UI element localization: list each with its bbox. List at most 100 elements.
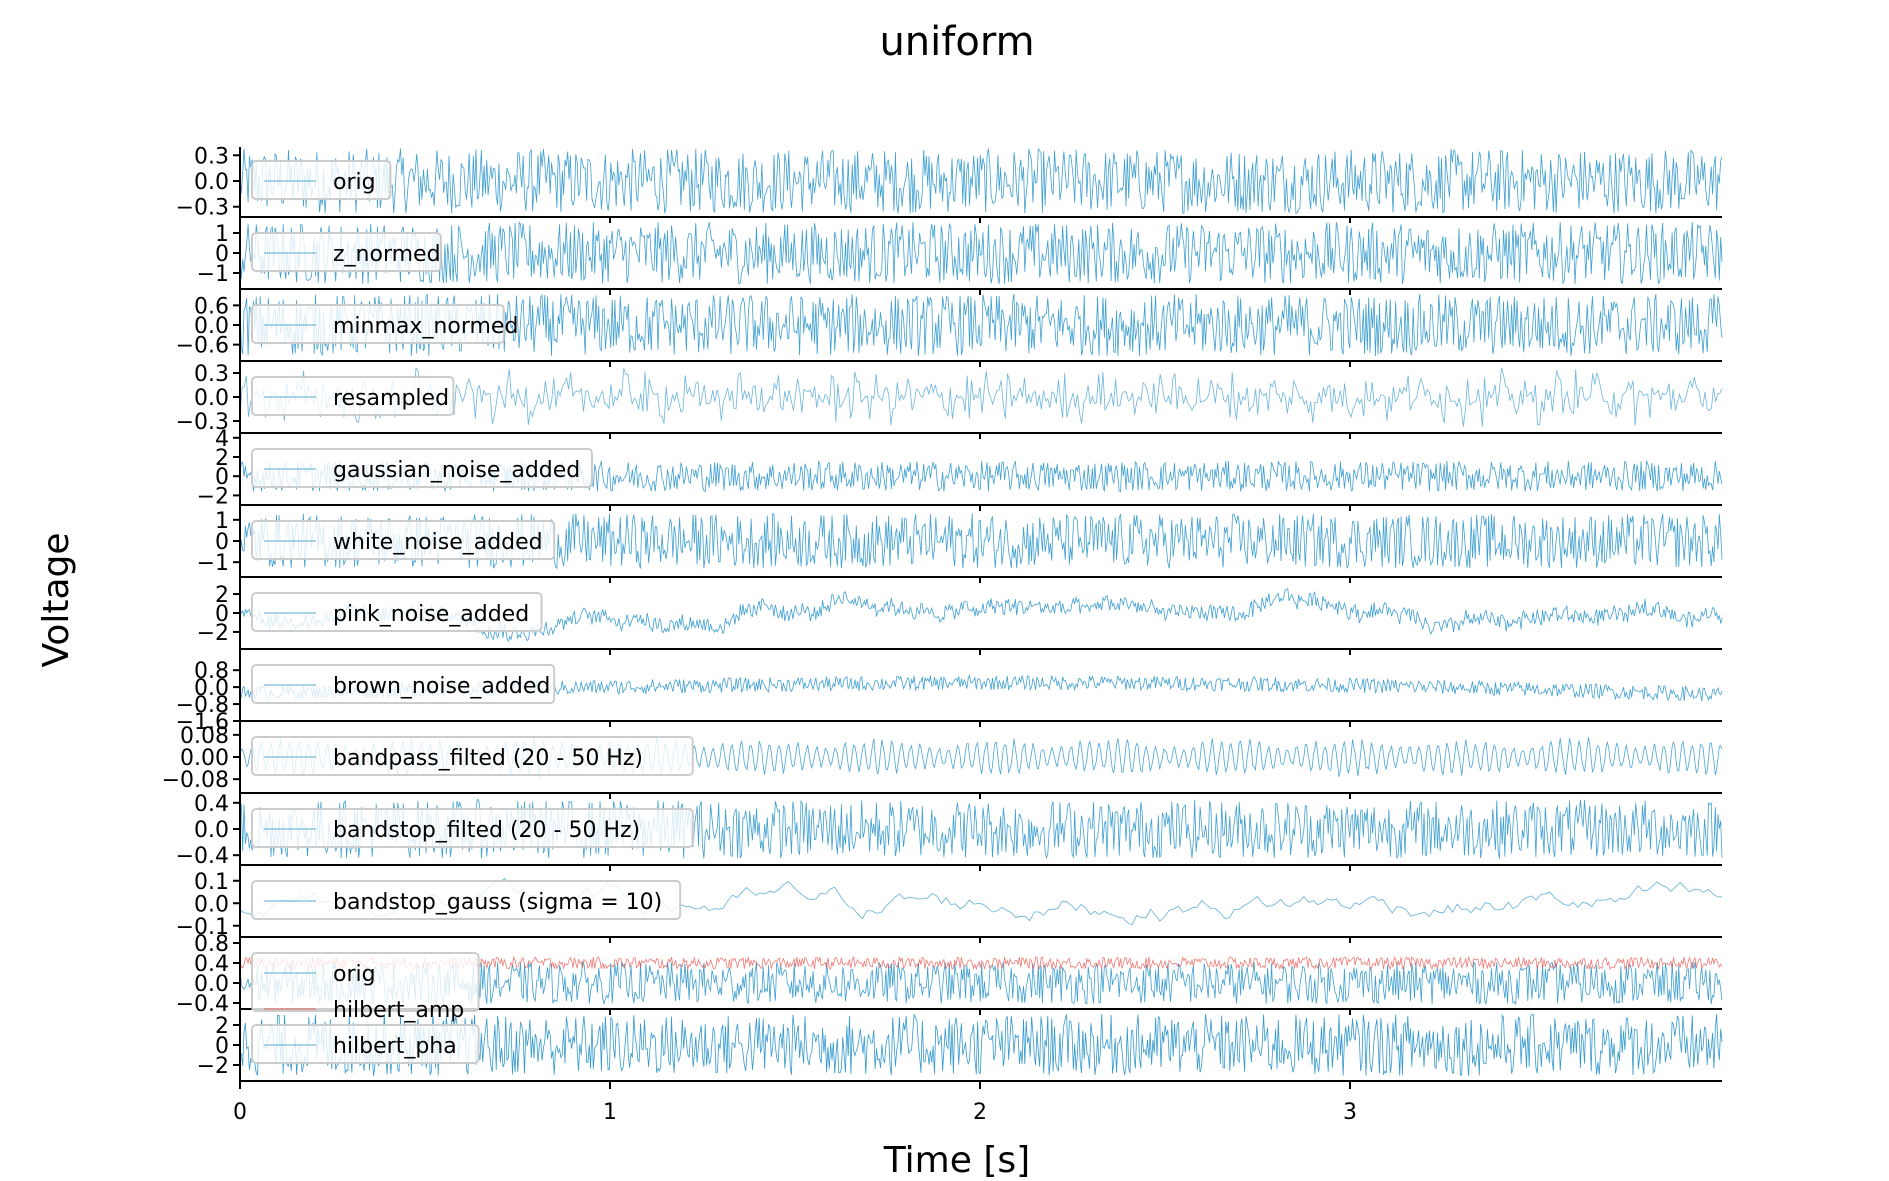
legend-box: [251, 448, 593, 488]
y-tick-label: −0.8: [176, 693, 229, 718]
legend-box: [251, 232, 442, 272]
panel-11: 0.10.0−0.1 bandstop_gauss (sigma = 10): [176, 867, 1723, 943]
y-tick-label: −2: [197, 484, 229, 509]
panel-6: 10−1 white_noise_added: [197, 507, 1723, 583]
y-tick-label: 0.0: [194, 170, 229, 195]
legend-label: z_normed: [333, 242, 441, 267]
y-axis-label: Voltage: [36, 532, 77, 667]
legend-5: gaussian_noise_added: [251, 448, 593, 488]
panel-10: 0.40.0−0.4 bandstop_filted (20 - 50 Hz): [176, 792, 1723, 871]
legend-3: minmax_normed: [251, 304, 518, 344]
y-tick-label: 1: [215, 222, 229, 247]
legend-8: brown_noise_added: [251, 664, 556, 704]
legend-label: orig: [333, 962, 376, 987]
legend-box: [251, 808, 694, 848]
y-tick-label: −0.3: [176, 196, 229, 221]
y-tick-label: −2: [197, 621, 229, 646]
legend-box: [251, 664, 556, 704]
y-tick-label: 0.6: [194, 294, 229, 319]
chart-title: uniform: [879, 19, 1034, 65]
legend-12: orig hilbert_amp: [251, 952, 480, 1023]
y-tick-label: 0.0: [194, 314, 229, 339]
legend-13: hilbert_pha: [251, 1024, 480, 1064]
panel-12: 0.80.40.0−0.4 orig hilbert_amp: [176, 932, 1723, 1023]
y-tick-label: −1: [197, 262, 229, 287]
y-tick-label: 0.0: [194, 818, 229, 843]
y-tick-label: 2: [215, 446, 229, 471]
legend-11: bandstop_gauss (sigma = 10): [251, 880, 682, 920]
x-tick-label: 2: [973, 1100, 987, 1125]
series-line-12-overlay: [239, 955, 1723, 971]
panel-3: 0.60.0−0.6 minmax_normed: [176, 291, 1723, 367]
legend-label: resampled: [333, 386, 449, 411]
series-line-7: [239, 587, 1723, 643]
x-tick-label: 3: [1343, 1100, 1357, 1125]
panel-2: 10−1 z_normed: [197, 219, 1723, 295]
panel-9: 0.080.00−0.08 bandpass_filted (20 - 50 Hz…: [162, 723, 1723, 799]
series-line-10: [239, 799, 1723, 860]
legend-2: z_normed: [251, 232, 442, 272]
series-line-12: [239, 960, 1723, 1006]
y-tick-label: 2: [215, 583, 229, 608]
panel-1: 0.30.0−0.3 orig: [176, 144, 1723, 223]
series-line-2: [239, 221, 1723, 285]
y-tick-label: 0: [215, 1034, 229, 1059]
legend-box: [251, 880, 682, 920]
y-tick-label: 0.1: [194, 870, 229, 895]
y-tick-label: −0.1: [176, 915, 229, 940]
y-tick-label: −0.6: [176, 334, 229, 359]
legend-box: [251, 376, 455, 416]
legend-4: resampled: [251, 376, 455, 416]
y-tick-label: −1.6: [176, 710, 229, 735]
y-tick-label: 2: [215, 1014, 229, 1039]
legend-box: [251, 1024, 480, 1064]
legend-label: bandstop_gauss (sigma = 10): [333, 890, 662, 915]
legend-label: white_noise_added: [333, 530, 543, 555]
y-tick-label: 1: [215, 509, 229, 534]
y-tick-label: 0.4: [194, 952, 229, 977]
legend-label: gaussian_noise_added: [333, 458, 580, 483]
y-tick-label: 0.00: [180, 746, 229, 771]
y-tick-label: 0: [215, 530, 229, 555]
legend-box: [251, 520, 556, 560]
panel-8: 0.80.0−0.8−1.6 brown_noise_added: [176, 651, 1723, 735]
y-tick-label: 0: [215, 242, 229, 267]
series-line-1: [239, 148, 1723, 215]
x-axis-label: Time [s]: [883, 1140, 1030, 1181]
y-tick-label: 0.4: [194, 792, 229, 817]
legend-label: orig: [333, 170, 376, 195]
legend-7: pink_noise_added: [251, 592, 543, 632]
x-axis: 0 1 2 3: [233, 1081, 1357, 1125]
legend-box: [251, 304, 505, 344]
y-tick-label: −0.3: [176, 410, 229, 435]
y-tick-label: 0.0: [194, 676, 229, 701]
y-tick-label: 0.8: [194, 932, 229, 957]
legend-box: [251, 160, 392, 200]
legend-box: [251, 736, 694, 776]
y-tick-label: −0.4: [176, 992, 229, 1017]
series-line-4: [239, 367, 1723, 427]
legend-label: hilbert_pha: [333, 1034, 457, 1059]
legend-label: bandstop_filted (20 - 50 Hz): [333, 818, 640, 843]
y-tick-label: 0.0: [194, 892, 229, 917]
y-tick-label: −2: [197, 1054, 229, 1079]
legend-label: hilbert_amp: [333, 998, 464, 1023]
y-tick-label: 4: [215, 427, 229, 452]
series-line-13: [239, 1013, 1723, 1077]
panel-5: 420−2 gaussian_noise_added: [197, 427, 1723, 511]
panel-13: 20−2 hilbert_pha: [197, 1011, 1723, 1087]
y-tick-label: −0.08: [162, 768, 229, 793]
y-tick-label: −1: [197, 551, 229, 576]
legend-9: bandpass_filted (20 - 50 Hz): [251, 736, 694, 776]
legend-label: minmax_normed: [333, 314, 518, 339]
y-tick-label: 0.08: [180, 724, 229, 749]
y-tick-label: −0.4: [176, 844, 229, 869]
legend-label: pink_noise_added: [333, 602, 529, 627]
panel-7: 20−2 pink_noise_added: [197, 579, 1723, 655]
y-tick-label: 0: [215, 602, 229, 627]
legend-label: bandpass_filted (20 - 50 Hz): [333, 746, 643, 771]
y-tick-label: 0.8: [194, 659, 229, 684]
y-tick-label: 0: [215, 465, 229, 490]
y-tick-label: 0.0: [194, 972, 229, 997]
